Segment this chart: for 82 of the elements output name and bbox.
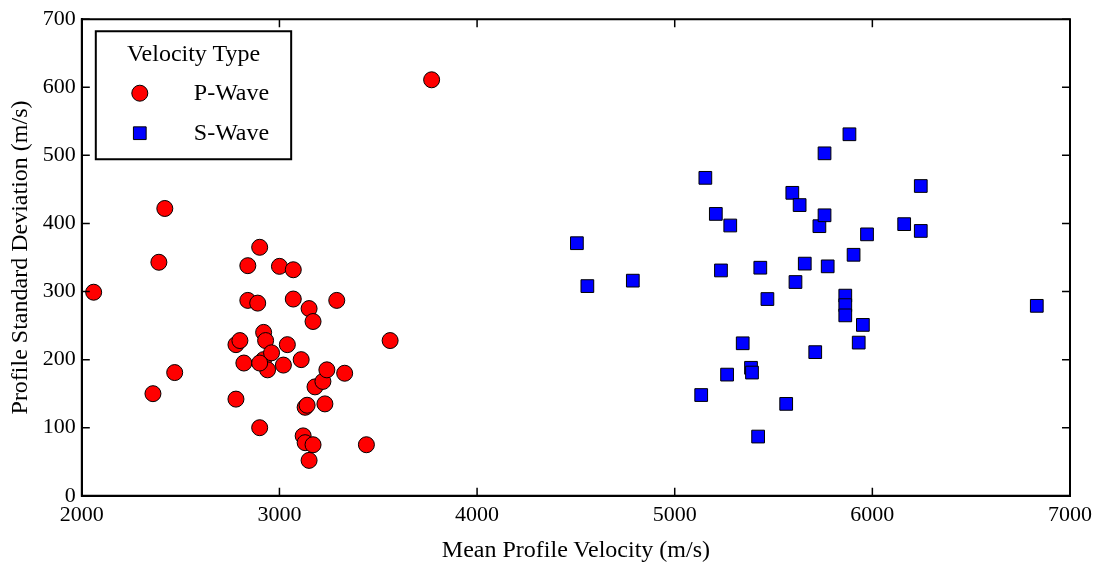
point [284,290,302,308]
point [274,356,292,374]
point [913,179,928,193]
point [85,283,103,301]
point [423,71,441,89]
point [792,198,807,212]
legend-label: P-Wave [193,79,270,106]
point [779,397,794,411]
point [300,451,318,469]
point [278,336,296,354]
point [249,294,267,312]
y-axis-title: Profile Standard Deviation (m/s) [5,100,32,415]
point [785,185,800,200]
point [812,219,827,234]
point [251,354,269,372]
y-tick-label: 600 [42,73,76,99]
y-tick-label: 500 [42,141,76,167]
point [846,247,861,262]
x-tick-label: 4000 [455,500,500,526]
y-tick-label: 100 [42,413,76,439]
point [580,279,595,293]
point [316,395,334,413]
x-tick-label: 3000 [257,500,302,526]
point [817,208,832,223]
point [735,336,750,351]
point [625,273,640,288]
point [251,238,269,256]
point [144,385,162,403]
point [720,367,734,382]
point [328,291,346,309]
point [808,345,823,359]
point [357,436,375,454]
point [284,261,302,279]
point [698,170,713,185]
x-tick-label: 5000 [652,500,697,526]
x-tick-label: 7000 [1048,500,1092,526]
point [156,199,174,217]
point [751,429,765,444]
point [318,361,336,379]
point [860,227,874,242]
legend-title: Velocity Type [126,40,261,67]
point [263,344,281,362]
y-tick-label: 0 [64,481,76,507]
point [856,318,870,332]
point [292,351,310,369]
point [753,260,768,275]
point [239,257,257,275]
point [820,259,835,274]
point [231,332,249,350]
y-tick-label: 200 [42,345,76,371]
y-tick-label: 400 [42,209,76,235]
point [851,335,866,350]
y-tick-label: 700 [42,4,76,30]
point [838,308,853,323]
y-tick-label: 300 [42,277,76,303]
point [570,236,584,251]
point [304,436,322,454]
point [381,332,399,350]
point [336,364,354,382]
point [694,388,709,402]
point [897,217,912,231]
point [817,146,832,161]
point [1029,298,1044,313]
point [270,257,288,275]
point [227,390,245,408]
point [166,364,184,382]
point [760,292,775,306]
legend-label: S-Wave [193,119,270,146]
point [708,207,723,221]
point [788,275,803,289]
point [235,354,253,372]
point [304,313,322,330]
point [150,253,168,271]
point [797,256,812,271]
x-axis-title: Mean Profile Velocity (m/s) [441,535,710,562]
point [251,419,269,437]
x-tick-label: 6000 [850,500,895,526]
point [714,263,728,278]
point [913,224,928,238]
point [842,127,857,142]
point [745,365,759,380]
point [723,218,738,233]
